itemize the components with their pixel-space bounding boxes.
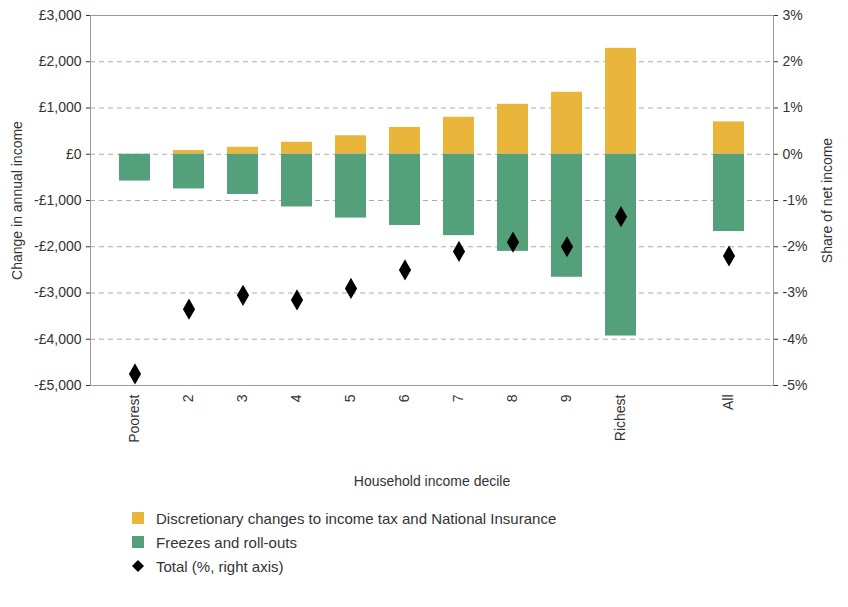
svg-text:-4%: -4% [783,331,808,347]
svg-text:All: All [720,395,736,411]
svg-text:7: 7 [450,394,466,402]
svg-text:2%: 2% [783,53,803,69]
svg-text:5: 5 [342,394,358,402]
svg-text:Share of net income: Share of net income [819,138,835,264]
svg-text:9: 9 [558,394,574,402]
svg-text:8: 8 [504,394,520,402]
svg-text:4: 4 [288,394,304,402]
svg-text:£0: £0 [66,146,82,162]
svg-text:£1,000: £1,000 [39,99,82,115]
html-text:Freezes and roll-outs: Freezes and roll-outs [156,533,297,551]
svg-text:6: 6 [396,394,412,402]
html-text:Discretionary changes to incom: Discretionary changes to income tax and … [156,509,557,527]
svg-text:-£2,000: -£2,000 [34,238,82,254]
svg-text:1%: 1% [783,99,803,115]
svg-text:-£3,000: -£3,000 [34,284,82,300]
svg-text:-£1,000: -£1,000 [34,192,82,208]
svg-text:Poorest: Poorest [126,394,142,442]
svg-text:Richest: Richest [612,394,628,441]
svg-text:-2%: -2% [783,238,808,254]
svg-text:Household income decile: Household income decile [354,473,511,489]
svg-text:-£4,000: -£4,000 [34,331,82,347]
svg-text:-3%: -3% [783,284,808,300]
svg-text:3: 3 [234,394,250,402]
html-text:Total (%, right axis): Total (%, right axis) [156,557,284,575]
svg-text:Change in annual income: Change in annual income [9,121,25,280]
svg-text:-1%: -1% [783,192,808,208]
svg-text:-5%: -5% [783,377,808,393]
svg-text:2: 2 [180,394,196,402]
svg-text:0%: 0% [783,146,803,162]
svg-text:£2,000: £2,000 [39,53,82,69]
svg-text:£3,000: £3,000 [39,7,82,23]
svg-text:-£5,000: -£5,000 [34,377,82,393]
svg-text:3%: 3% [783,7,803,23]
